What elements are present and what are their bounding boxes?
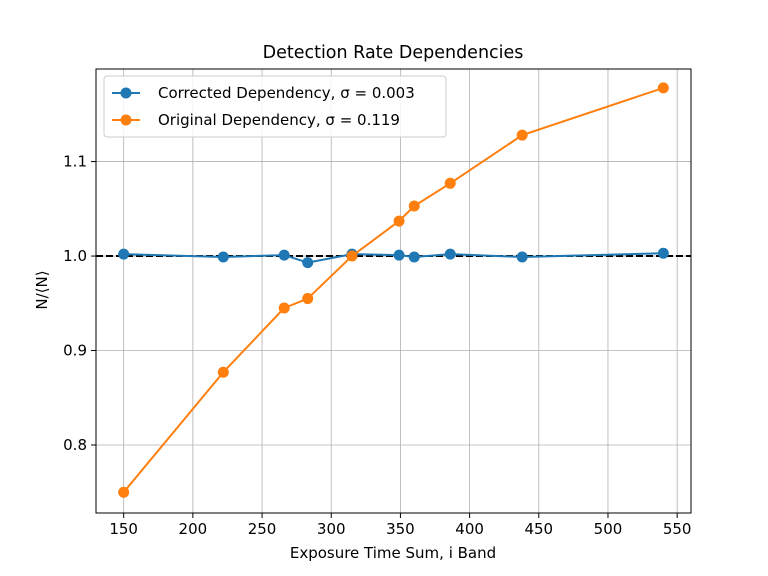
data-point bbox=[346, 250, 358, 262]
series-line-0 bbox=[123, 252, 664, 264]
data-point bbox=[217, 366, 229, 378]
data-point bbox=[516, 129, 528, 141]
y-tick-label: 1.1 bbox=[63, 153, 87, 171]
series-line-1 bbox=[122, 86, 664, 493]
x-tick-label: 350 bbox=[386, 520, 415, 538]
plot-area: 150 200 250 300 350 400 450 500 550 0.8 0.9 1.0 1.1 bbox=[63, 68, 692, 538]
data-point bbox=[118, 486, 130, 498]
data-point bbox=[393, 215, 405, 227]
data-point bbox=[444, 177, 456, 189]
x-tick-label: 200 bbox=[179, 520, 208, 538]
data-point bbox=[217, 251, 229, 263]
x-tick-label: 550 bbox=[663, 520, 692, 538]
x-tick-label: 500 bbox=[594, 520, 623, 538]
chart-title: Detection Rate Dependencies bbox=[263, 43, 524, 63]
x-axis-label: Exposure Time Sum, i Band bbox=[290, 544, 496, 562]
y-tick-label: 0.8 bbox=[63, 436, 87, 454]
data-point bbox=[444, 248, 456, 260]
legend-label-0: Corrected Dependency, σ = 0.003 bbox=[158, 84, 415, 102]
data-point bbox=[393, 249, 405, 261]
data-point bbox=[278, 302, 290, 314]
data-point bbox=[657, 82, 669, 94]
y-tick-label: 1.0 bbox=[63, 247, 87, 265]
data-point bbox=[657, 247, 669, 259]
y-axis-label: N/⟨N⟩ bbox=[33, 270, 51, 309]
x-tick-label: 250 bbox=[248, 520, 277, 538]
x-tick-label: 400 bbox=[455, 520, 484, 538]
y-tick-label: 0.9 bbox=[63, 342, 87, 360]
data-point bbox=[278, 249, 290, 261]
legend-label-1: Original Dependency, σ = 0.119 bbox=[158, 111, 400, 129]
legend-marker-1 bbox=[120, 114, 132, 126]
legend-box bbox=[103, 75, 447, 138]
legend-marker-0 bbox=[120, 87, 132, 99]
axes-frame bbox=[95, 68, 692, 514]
data-point bbox=[516, 251, 528, 263]
x-tick-label: 150 bbox=[109, 520, 138, 538]
data-point bbox=[408, 251, 420, 263]
data-point bbox=[118, 248, 130, 260]
data-point bbox=[408, 200, 420, 212]
data-point bbox=[302, 257, 314, 269]
x-tick-label: 450 bbox=[524, 520, 553, 538]
legend: Corrected Dependency, σ = 0.003 Original … bbox=[103, 75, 447, 138]
data-point bbox=[302, 293, 314, 305]
x-tick-label: 300 bbox=[317, 520, 346, 538]
